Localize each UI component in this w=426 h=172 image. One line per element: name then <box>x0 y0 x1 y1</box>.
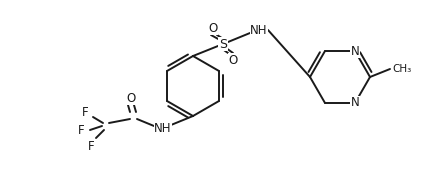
Text: O: O <box>127 92 135 105</box>
Text: F: F <box>78 123 84 137</box>
Text: N: N <box>351 45 360 57</box>
Text: NH: NH <box>154 121 172 135</box>
Text: O: O <box>228 53 238 67</box>
Text: F: F <box>88 139 94 153</box>
Text: S: S <box>219 37 227 51</box>
Text: CH₃: CH₃ <box>392 64 411 74</box>
Text: O: O <box>208 22 218 35</box>
Text: N: N <box>351 96 360 110</box>
Text: F: F <box>82 105 88 119</box>
Text: NH: NH <box>250 24 268 36</box>
